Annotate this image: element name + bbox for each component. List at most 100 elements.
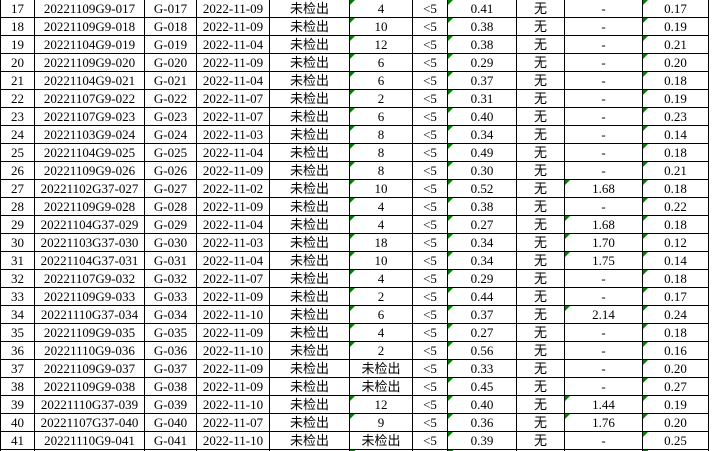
table-cell[interactable]: 未检出 [270, 54, 350, 72]
table-cell[interactable]: G-038 [145, 378, 197, 396]
table-cell[interactable]: 无 [517, 360, 565, 378]
table-cell[interactable]: - [565, 198, 643, 216]
table-cell[interactable]: 2022-11-09 [197, 198, 270, 216]
table-cell[interactable]: 37 [1, 360, 35, 378]
table-cell[interactable]: 未检出 [270, 414, 350, 432]
table-cell[interactable]: 6 [350, 54, 413, 72]
table-cell[interactable]: 无 [517, 54, 565, 72]
table-cell[interactable]: 1.68 [565, 180, 643, 198]
table-cell[interactable]: <5 [413, 36, 448, 54]
table-cell[interactable]: <5 [413, 252, 448, 270]
table-cell[interactable]: G-034 [145, 306, 197, 324]
table-cell[interactable]: 0.30 [448, 162, 517, 180]
table-cell[interactable]: 2022-11-07 [197, 270, 270, 288]
table-cell[interactable]: 未检出 [270, 234, 350, 252]
table-cell[interactable]: G-031 [145, 252, 197, 270]
table-cell[interactable]: 无 [517, 180, 565, 198]
table-cell[interactable]: - [565, 270, 643, 288]
table-cell[interactable]: 1.76 [565, 414, 643, 432]
table-cell[interactable]: - [565, 126, 643, 144]
table-cell[interactable]: 0.31 [448, 90, 517, 108]
table-cell[interactable]: 2022-11-09 [197, 0, 270, 18]
table-cell[interactable]: 0.52 [448, 180, 517, 198]
table-cell[interactable]: - [565, 324, 643, 342]
table-cell[interactable]: 0.18 [643, 324, 709, 342]
table-cell[interactable]: 无 [517, 270, 565, 288]
table-cell[interactable]: 20221109G9-026 [35, 162, 145, 180]
table-cell[interactable]: G-030 [145, 234, 197, 252]
table-cell[interactable]: <5 [413, 108, 448, 126]
table-cell[interactable]: 20221107G9-032 [35, 270, 145, 288]
table-cell[interactable]: 无 [517, 144, 565, 162]
table-cell[interactable]: 未检出 [270, 126, 350, 144]
table-cell[interactable]: 未检出 [270, 216, 350, 234]
table-cell[interactable]: 0.37 [448, 72, 517, 90]
table-cell[interactable]: 无 [517, 396, 565, 414]
table-cell[interactable]: 2022-11-04 [197, 252, 270, 270]
table-cell[interactable]: 20221102G37-027 [35, 180, 145, 198]
table-cell[interactable]: 2022-11-04 [197, 144, 270, 162]
table-cell[interactable]: G-025 [145, 144, 197, 162]
table-cell[interactable]: 0.17 [643, 0, 709, 18]
table-cell[interactable]: 未检出 [270, 324, 350, 342]
table-cell[interactable]: 26 [1, 162, 35, 180]
table-cell[interactable]: <5 [413, 414, 448, 432]
table-cell[interactable]: 2022-11-07 [197, 414, 270, 432]
table-cell[interactable]: 20221109G9-028 [35, 198, 145, 216]
table-cell[interactable]: 无 [517, 36, 565, 54]
table-cell[interactable]: 10 [350, 252, 413, 270]
table-cell[interactable]: 0.20 [643, 360, 709, 378]
table-cell[interactable]: 0.38 [448, 198, 517, 216]
table-cell[interactable]: G-041 [145, 432, 197, 450]
table-cell[interactable]: G-035 [145, 324, 197, 342]
table-cell[interactable]: 1.75 [565, 252, 643, 270]
table-cell[interactable]: 2 [350, 342, 413, 360]
table-cell[interactable]: 0.21 [643, 162, 709, 180]
table-cell[interactable]: - [565, 72, 643, 90]
table-cell[interactable]: 无 [517, 108, 565, 126]
table-cell[interactable]: 8 [350, 144, 413, 162]
table-cell[interactable]: 0.18 [643, 72, 709, 90]
table-cell[interactable]: G-039 [145, 396, 197, 414]
table-cell[interactable]: <5 [413, 180, 448, 198]
table-cell[interactable]: 8 [350, 126, 413, 144]
table-cell[interactable]: 0.40 [448, 396, 517, 414]
table-cell[interactable]: 0.19 [643, 18, 709, 36]
table-cell[interactable]: 20221109G9-033 [35, 288, 145, 306]
table-cell[interactable]: 20221104G9-021 [35, 72, 145, 90]
table-cell[interactable]: 28 [1, 198, 35, 216]
table-cell[interactable]: 8 [350, 162, 413, 180]
table-cell[interactable]: 27 [1, 180, 35, 198]
table-cell[interactable]: 29 [1, 216, 35, 234]
table-cell[interactable]: 无 [517, 216, 565, 234]
table-cell[interactable]: 20221110G9-041 [35, 432, 145, 450]
table-cell[interactable]: 2022-11-10 [197, 396, 270, 414]
table-cell[interactable]: 0.18 [643, 180, 709, 198]
table-cell[interactable]: 41 [1, 432, 35, 450]
table-cell[interactable]: 20221107G37-040 [35, 414, 145, 432]
table-cell[interactable]: 无 [517, 198, 565, 216]
table-cell[interactable]: 无 [517, 252, 565, 270]
table-cell[interactable]: 20221109G9-037 [35, 360, 145, 378]
table-cell[interactable]: 0.21 [643, 36, 709, 54]
table-cell[interactable]: 2022-11-04 [197, 216, 270, 234]
table-cell[interactable]: 未检出 [350, 378, 413, 396]
table-cell[interactable]: 0.18 [643, 270, 709, 288]
table-cell[interactable]: - [565, 162, 643, 180]
table-cell[interactable]: 0.34 [448, 252, 517, 270]
table-cell[interactable]: 2022-11-09 [197, 18, 270, 36]
table-cell[interactable]: 32 [1, 270, 35, 288]
table-cell[interactable]: 2022-11-03 [197, 234, 270, 252]
table-cell[interactable]: 20221109G9-017 [35, 0, 145, 18]
table-cell[interactable]: <5 [413, 198, 448, 216]
table-cell[interactable]: 21 [1, 72, 35, 90]
table-cell[interactable]: 未检出 [270, 360, 350, 378]
table-cell[interactable]: <5 [413, 18, 448, 36]
table-cell[interactable]: 20221104G37-029 [35, 216, 145, 234]
table-cell[interactable]: 18 [1, 18, 35, 36]
table-cell[interactable]: 0.25 [643, 432, 709, 450]
table-cell[interactable]: 无 [517, 0, 565, 18]
table-cell[interactable]: G-026 [145, 162, 197, 180]
table-cell[interactable]: 39 [1, 396, 35, 414]
table-cell[interactable]: 0.29 [448, 270, 517, 288]
